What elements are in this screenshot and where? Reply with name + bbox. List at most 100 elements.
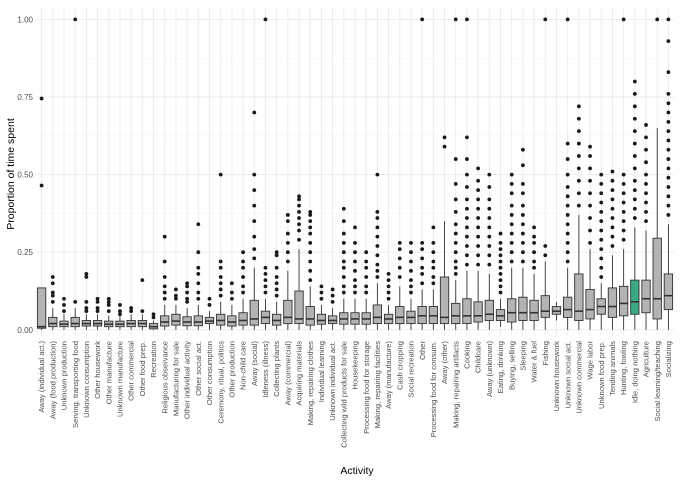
- outlier-point: [520, 147, 525, 152]
- outlier-point: [498, 231, 503, 236]
- outlier-point: [565, 240, 570, 245]
- outlier-point: [487, 206, 492, 211]
- x-tick-label: Other: [418, 341, 427, 360]
- box: [451, 302, 461, 325]
- outlier-point: [252, 247, 257, 251]
- outlier-point: [229, 290, 234, 295]
- outlier-point: [218, 281, 223, 286]
- outlier-point: [465, 185, 469, 189]
- outlier-point: [341, 275, 346, 279]
- outlier-point: [588, 166, 592, 171]
- outlier-point: [576, 178, 581, 183]
- outlier-point: [476, 206, 481, 211]
- outlier-point: [431, 250, 436, 255]
- outlier-point: [174, 293, 178, 298]
- outlier-point: [364, 284, 369, 289]
- outlier-point: [364, 275, 369, 279]
- outlier-point: [465, 157, 469, 161]
- box-group: [115, 303, 125, 330]
- outlier-point: [520, 213, 525, 217]
- outlier-point: [453, 222, 458, 227]
- outlier-point: [476, 166, 481, 171]
- outlier-point: [95, 306, 100, 310]
- outlier-point: [196, 281, 201, 286]
- outlier-point: [599, 265, 604, 270]
- outlier-point: [453, 17, 458, 22]
- outlier-point: [621, 191, 626, 196]
- outlier-point: [520, 250, 525, 255]
- y-tick-label: 0.75: [17, 93, 33, 102]
- outlier-point: [453, 182, 458, 186]
- outlier-point: [476, 234, 481, 239]
- outlier-point: [95, 299, 100, 304]
- outlier-point: [341, 250, 346, 255]
- outlier-point: [397, 247, 402, 251]
- outlier-point: [95, 309, 100, 314]
- outlier-point: [118, 303, 122, 307]
- box: [618, 285, 629, 317]
- outlier-point: [498, 272, 503, 276]
- box-group: [171, 287, 181, 330]
- outlier-point: [543, 17, 548, 22]
- x-axis-title: Activity: [340, 465, 374, 477]
- outlier-point: [129, 306, 134, 310]
- outlier-point: [588, 203, 592, 208]
- outlier-point: [487, 244, 492, 248]
- outlier-point: [632, 197, 637, 202]
- outlier-point: [565, 172, 570, 177]
- outlier-point: [420, 256, 425, 261]
- box-series: [36, 17, 674, 330]
- outlier-point: [487, 262, 492, 267]
- box-group: [361, 250, 371, 330]
- box: [473, 301, 483, 323]
- outlier-point: [543, 253, 548, 258]
- outlier-point: [196, 296, 201, 301]
- box-group: [663, 17, 674, 330]
- box: [518, 296, 528, 321]
- x-tick-label: Unknown commercial: [574, 341, 583, 414]
- box-group: [81, 272, 92, 330]
- outlier-point: [599, 256, 604, 261]
- outlier-point: [62, 296, 66, 301]
- x-tick-label: Religious observance: [160, 341, 169, 414]
- box-group: [193, 222, 203, 330]
- outlier-point: [106, 303, 111, 307]
- outlier-point: [621, 209, 626, 214]
- outlier-point: [498, 259, 503, 264]
- outlier-point: [397, 240, 402, 245]
- outlier-point: [308, 209, 313, 214]
- outlier-point: [588, 240, 592, 245]
- box-group: [395, 240, 405, 330]
- box: [574, 273, 584, 321]
- outlier-point: [252, 219, 257, 224]
- outlier-point: [252, 234, 257, 239]
- outlier-point: [375, 253, 380, 258]
- box: [36, 287, 47, 329]
- outlier-point: [218, 275, 223, 279]
- outlier-point: [621, 182, 626, 186]
- outlier-point: [330, 287, 335, 292]
- outlier-point: [632, 216, 637, 220]
- outlier-point: [409, 240, 413, 245]
- outlier-point: [319, 290, 324, 295]
- x-tick-label: Fishing: [541, 341, 550, 365]
- outlier-point: [241, 290, 245, 295]
- outlier-point: [465, 225, 469, 230]
- outlier-point: [453, 197, 458, 202]
- outlier-point: [666, 138, 671, 143]
- outlier-point: [520, 191, 525, 196]
- outlier-point: [520, 259, 525, 264]
- outlier-point: [308, 250, 313, 255]
- outlier-point: [431, 259, 436, 264]
- outlier-point: [610, 244, 615, 248]
- outlier-point: [666, 194, 671, 199]
- box-group: [48, 275, 58, 330]
- box-group: [126, 306, 136, 330]
- box: [529, 299, 539, 321]
- outlier-point: [431, 240, 436, 245]
- outlier-point: [576, 191, 581, 196]
- outlier-point: [476, 253, 481, 258]
- outlier-point: [666, 185, 671, 189]
- box-group: [283, 213, 293, 330]
- y-tick-label: 0.50: [17, 171, 33, 180]
